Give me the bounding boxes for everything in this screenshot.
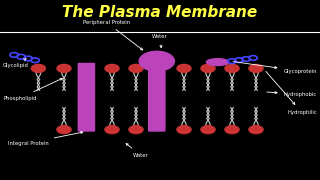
Text: Hydrophobic: Hydrophobic xyxy=(267,92,317,97)
Circle shape xyxy=(57,126,71,134)
Circle shape xyxy=(249,126,263,134)
Circle shape xyxy=(201,64,215,72)
Circle shape xyxy=(225,64,239,72)
Text: Hydrophilic: Hydrophilic xyxy=(266,71,317,115)
Text: Glycolipid: Glycolipid xyxy=(3,59,29,68)
Circle shape xyxy=(225,126,239,134)
Circle shape xyxy=(177,126,191,134)
Text: Water: Water xyxy=(152,34,168,48)
Text: The Plasma Membrane: The Plasma Membrane xyxy=(62,5,258,20)
Text: Phospholipid: Phospholipid xyxy=(3,78,62,101)
Circle shape xyxy=(31,64,45,72)
FancyBboxPatch shape xyxy=(78,63,95,132)
Text: Peripheral Protein: Peripheral Protein xyxy=(83,20,143,50)
FancyBboxPatch shape xyxy=(148,63,166,132)
Circle shape xyxy=(129,126,143,134)
Text: Water: Water xyxy=(126,144,149,158)
Text: Glycoprotein: Glycoprotein xyxy=(233,62,317,74)
Circle shape xyxy=(129,64,143,72)
Circle shape xyxy=(139,51,174,71)
Circle shape xyxy=(57,64,71,72)
Circle shape xyxy=(249,64,263,72)
Circle shape xyxy=(105,126,119,134)
Circle shape xyxy=(177,64,191,72)
Circle shape xyxy=(201,126,215,134)
Ellipse shape xyxy=(206,59,229,66)
Circle shape xyxy=(105,64,119,72)
Text: Integral Protein: Integral Protein xyxy=(8,132,83,146)
